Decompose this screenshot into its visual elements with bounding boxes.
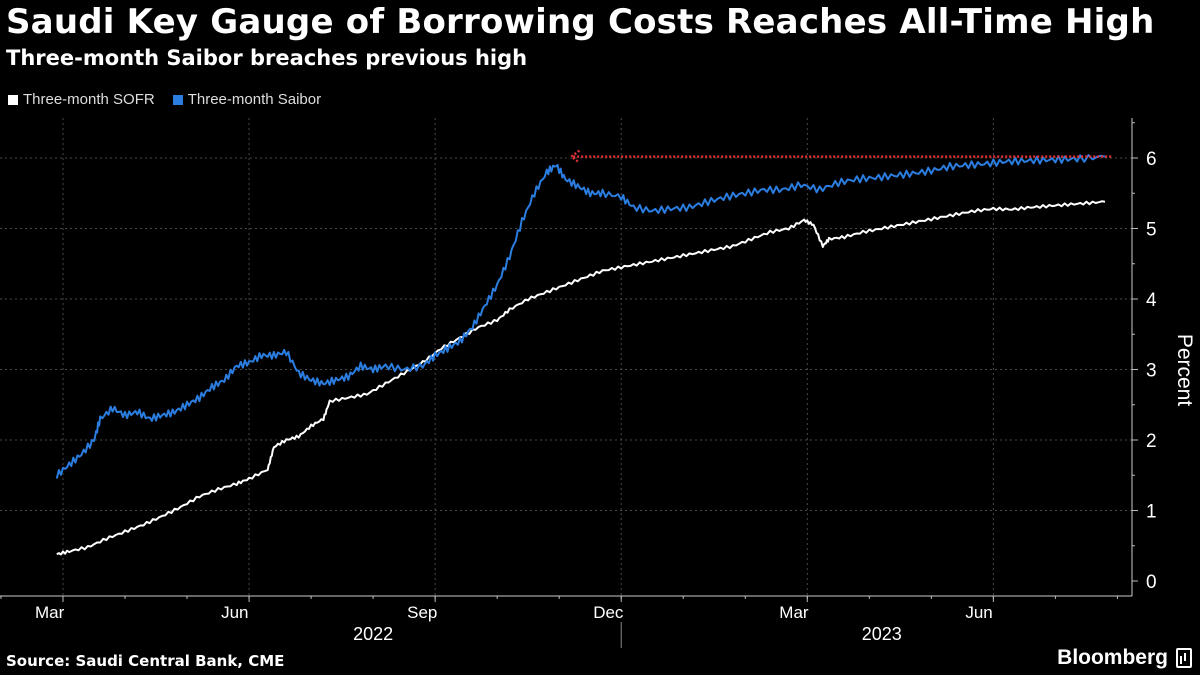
x-tick-label: Mar: [35, 603, 65, 622]
x-tick-label: Jun: [221, 603, 248, 622]
legend-label-saibor: Three-month Saibor: [187, 91, 322, 108]
grid: [0, 118, 1132, 596]
source-note: Source: Saudi Central Bank, CME: [6, 652, 285, 670]
legend-label-sofr: Three-month SOFR: [23, 91, 155, 108]
x-tick-label: Mar: [779, 603, 809, 622]
y-tick-label: 2: [1146, 431, 1157, 452]
y-tick-label: 0: [1146, 572, 1157, 593]
y-tick-label: 4: [1146, 290, 1157, 311]
year-label: 2022: [353, 624, 393, 644]
brand-name: Bloomberg: [1057, 646, 1168, 669]
legend-item-saibor: Three-month Saibor: [172, 91, 322, 108]
y-tick-label: 1: [1146, 502, 1157, 523]
legend-swatch-saibor: [172, 94, 183, 105]
x-tick-label: Sep: [407, 603, 437, 622]
annotation-arrow-head: [569, 149, 581, 164]
y-tick-label: 3: [1146, 361, 1157, 382]
annotation-layer: [569, 149, 1112, 164]
y-tick-label: 5: [1146, 220, 1157, 241]
year-label: 2023: [862, 624, 902, 644]
bloomberg-logo: Bloomberg: [1057, 646, 1192, 670]
series-lines: [55, 154, 1106, 556]
chart-title: Saudi Key Gauge of Borrowing Costs Reach…: [6, 2, 1155, 42]
series-line-sofr: [56, 200, 1106, 556]
x-tick-label: Jun: [965, 603, 992, 622]
chart-subtitle: Three-month Saibor breaches previous hig…: [6, 46, 528, 70]
legend-item-sofr: Three-month SOFR: [8, 91, 155, 108]
y-axis-label: Percent: [1173, 334, 1196, 407]
legend: Three-month SOFR Three-month Saibor: [8, 91, 321, 108]
legend-swatch-sofr: [8, 94, 18, 105]
y-tick-label: 6: [1146, 149, 1157, 170]
bloomberg-chart-icon: [1176, 648, 1192, 668]
x-tick-label: Dec: [593, 603, 624, 622]
series-line-saibor: [55, 154, 1106, 479]
axes: 0 1 2 3 4 5 6 Mar Jun Sep Dec Mar Jun 2022 2023 Percent: [0, 118, 1196, 648]
